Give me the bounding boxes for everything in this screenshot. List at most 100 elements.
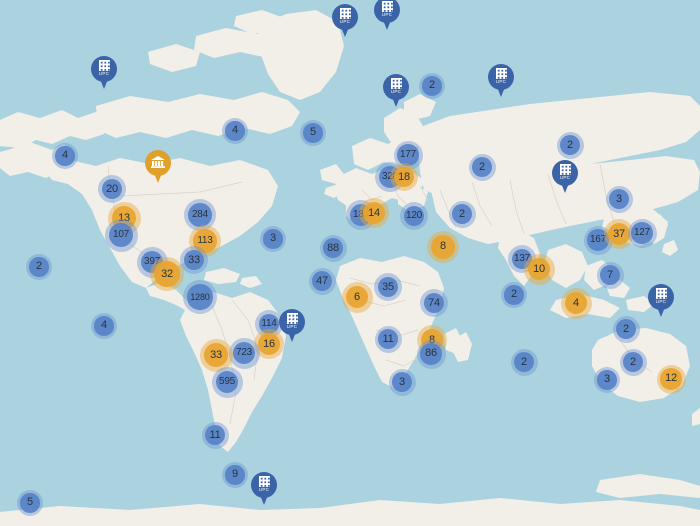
cluster-marker-inner: 127 [631,222,653,244]
cluster-marker-inner: 284 [188,203,212,227]
cluster-count-label: 120 [405,210,423,221]
cluster-marker[interactable]: 5 [300,120,326,146]
grid-building-pin[interactable]: UPC [279,309,305,345]
cluster-count-label: 33 [210,348,222,361]
cluster-marker-inner: 12 [660,368,682,390]
cluster-marker[interactable]: 120 [400,202,428,230]
cluster-marker-inner: 8 [431,235,455,259]
cluster-marker[interactable]: 177 [393,140,423,170]
grid-building-pin[interactable]: UPC [488,64,514,100]
cluster-marker[interactable]: 3 [594,367,620,393]
cluster-marker[interactable]: 47 [308,267,336,295]
grid-building-pin[interactable]: UPC [383,74,409,110]
cluster-marker[interactable]: 2 [448,200,476,228]
cluster-count-label: 7 [607,268,613,281]
cluster-marker[interactable]: 9 [222,462,248,488]
cluster-marker[interactable]: 12 [656,364,686,394]
cluster-count-label: 2 [567,138,573,151]
cluster-marker[interactable]: 1280 [183,280,217,314]
cluster-marker[interactable]: 14 [359,198,389,228]
cluster-marker-inner: 3 [609,189,629,209]
cluster-count-label: 167 [589,233,607,245]
cluster-count-label: 2 [511,288,517,301]
cluster-marker[interactable]: 3 [260,226,286,252]
cluster-count-label: 74 [428,296,440,309]
cluster-marker[interactable]: 10 [523,253,555,285]
cluster-marker[interactable]: 167 [583,225,613,255]
cluster-marker-inner: 5 [20,493,40,513]
cluster-marker[interactable]: 2 [510,348,538,376]
pin-tail [390,92,402,107]
cluster-marker[interactable]: 11 [201,421,229,449]
cluster-marker[interactable]: 20 [98,175,126,203]
cluster-marker[interactable]: 6 [341,281,373,313]
bank-building-pin[interactable] [145,150,171,186]
pin-tail [655,302,667,317]
cluster-marker[interactable]: 32 [150,257,184,291]
cluster-marker[interactable]: 7 [596,261,624,289]
grid-building-pin[interactable]: UPC [332,4,358,40]
cluster-count-label: 37 [613,227,625,240]
cluster-count-label: 33 [188,253,200,266]
cluster-marker[interactable]: 723 [228,337,260,369]
grid-building-pin[interactable]: UPC [552,160,578,196]
cluster-marker[interactable]: 2 [556,131,584,159]
cluster-marker[interactable]: 33 [180,246,208,274]
cluster-marker[interactable]: 4 [52,143,78,169]
cluster-marker[interactable]: 16 [254,329,284,359]
cluster-count-label: 1280 [190,291,210,302]
cluster-marker[interactable]: 3 [605,185,633,213]
cluster-marker-inner: 3 [392,372,412,392]
cluster-marker[interactable]: 4 [222,118,248,144]
cluster-marker[interactable]: 86 [416,339,446,369]
cluster-marker[interactable]: 18 [390,163,418,191]
grid-building-pin[interactable]: UPC [648,284,674,320]
cluster-marker[interactable]: 3 [388,368,416,396]
cluster-marker[interactable]: 8 [427,231,459,263]
cluster-marker-inner: 2 [422,76,442,96]
cluster-count-label: 32 [161,267,173,280]
cluster-marker-inner: 6 [345,285,369,309]
cluster-count-label: 2 [479,160,485,173]
cluster-marker[interactable]: 2 [468,153,496,181]
cluster-count-label: 185 [352,209,370,220]
cluster-count-label: 595 [218,376,236,387]
cluster-marker[interactable]: 114 [255,310,283,338]
cluster-count-label: 16 [263,337,275,350]
cluster-marker[interactable]: 33 [199,338,233,372]
cluster-marker[interactable]: 5 [17,490,43,516]
cluster-count-label: 5 [310,126,316,139]
cluster-marker[interactable]: 74 [420,289,448,317]
cluster-marker-inner: 107 [108,222,134,248]
pin-tail [286,327,298,342]
cluster-marker[interactable]: 2 [419,73,445,99]
cluster-marker[interactable]: 2 [612,315,640,343]
cluster-marker[interactable]: 4 [91,313,117,339]
cluster-marker-inner: 16 [257,332,281,356]
grid-building-pin[interactable]: UPC [91,56,117,92]
cluster-marker[interactable]: 107 [104,218,138,252]
cluster-marker-inner: 4 [225,121,245,141]
cluster-marker[interactable]: 2 [619,348,647,376]
cluster-marker[interactable]: 4 [560,287,592,319]
cluster-count-label: 2 [623,322,629,335]
cluster-marker-inner: 137 [511,248,533,270]
cluster-marker[interactable]: 284 [184,199,216,231]
cluster-marker[interactable]: 37 [604,219,634,249]
cluster-marker-inner: 86 [420,343,442,365]
cluster-count-label: 397 [143,256,161,267]
cluster-marker[interactable]: 2 [501,282,527,308]
cluster-marker[interactable]: 11 [374,325,402,353]
cluster-marker-inner: 74 [423,292,445,314]
cluster-marker-inner: 2 [504,285,524,305]
grid-building-pin[interactable]: UPC [374,0,400,33]
cluster-count-label: 2 [630,355,636,368]
cluster-marker[interactable]: 127 [627,218,657,248]
cluster-marker[interactable]: 595 [211,366,243,398]
cluster-marker[interactable]: 2 [26,254,52,280]
cluster-marker[interactable]: 35 [374,273,402,301]
cluster-count-label: 4 [101,319,107,332]
cluster-marker[interactable]: 88 [319,234,347,262]
grid-building-pin[interactable]: UPC [251,472,277,508]
